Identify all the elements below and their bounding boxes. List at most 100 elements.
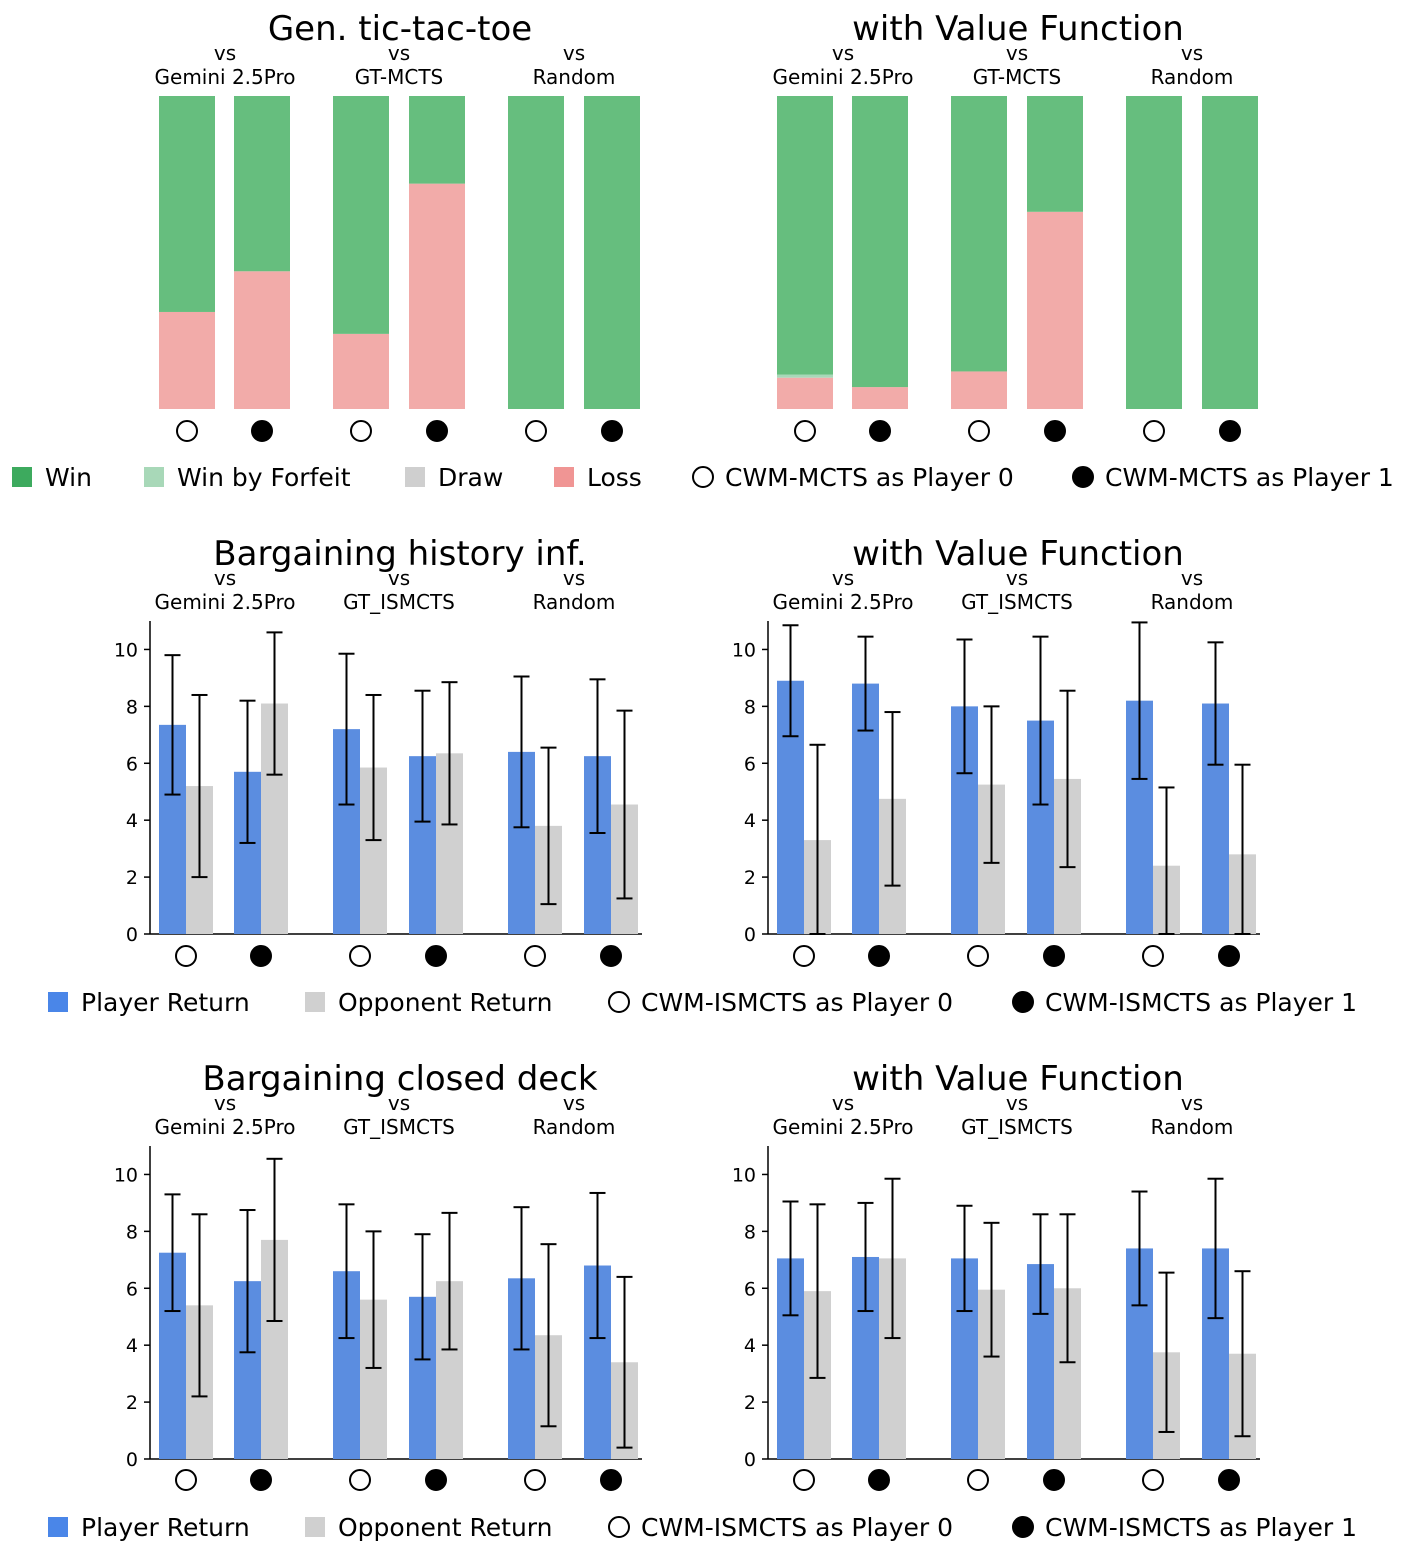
legend-swatch (144, 467, 164, 487)
group-vs-label: vs (563, 41, 585, 65)
player1-marker-icon (252, 421, 272, 441)
bar-loss (777, 378, 833, 409)
group-vs-label: vs (388, 41, 410, 65)
y-tick-label: 4 (744, 1335, 756, 1357)
player0-legend-icon (693, 467, 713, 487)
player1-marker-icon (1044, 1470, 1064, 1490)
group-vs-label: vs (388, 566, 410, 590)
player1-marker-icon (427, 421, 447, 441)
group-opponent-label: Random (1151, 65, 1234, 89)
group-vs-label: vs (388, 1091, 410, 1115)
legend-bargaining-closed: Player Return Opponent Return CWM-ISMCTS a… (48, 1513, 1357, 1542)
group-vs-label: vs (1181, 41, 1203, 65)
group-opponent-label: Gemini 2.5Pro (773, 65, 914, 89)
legend-swatch (12, 467, 32, 487)
legend-swatch (48, 992, 68, 1012)
legend-label: Player Return (81, 1513, 250, 1542)
y-tick-label: 6 (744, 753, 756, 775)
bar-loss (333, 334, 389, 409)
chart-panel-1: with Value FunctionvsGemini 2.5ProvsGT-M… (773, 9, 1258, 441)
group-opponent-label: Random (1151, 1115, 1234, 1139)
group-vs-label: vs (1181, 1091, 1203, 1115)
bar-win (234, 96, 290, 271)
player1-marker-icon (869, 946, 889, 966)
player1-marker-icon (1045, 421, 1065, 441)
bar-win (584, 96, 640, 409)
player0-marker-icon (525, 1470, 545, 1490)
player1-marker-icon (869, 1470, 889, 1490)
group-opponent-label: Gemini 2.5Pro (155, 1115, 296, 1139)
group-vs-label: vs (832, 1091, 854, 1115)
y-tick-label: 2 (126, 867, 138, 889)
legend-label: CWM-ISMCTS as Player 1 (1045, 1513, 1357, 1542)
legend-swatch (305, 1517, 325, 1537)
bar-win-forfeit (777, 375, 833, 378)
y-tick-label: 0 (126, 924, 138, 946)
player0-legend-icon (609, 992, 629, 1012)
legend-label: Win (45, 463, 92, 492)
group-opponent-label: GT_ISMCTS (961, 1115, 1073, 1139)
player1-marker-icon (870, 421, 890, 441)
y-tick-label: 8 (126, 1221, 138, 1243)
player0-marker-icon (351, 421, 371, 441)
player1-marker-icon (1220, 421, 1240, 441)
legend-swatch (554, 467, 574, 487)
group-opponent-label: Gemini 2.5Pro (155, 590, 296, 614)
group-vs-label: vs (1006, 1091, 1028, 1115)
y-tick-label: 4 (126, 810, 138, 832)
player0-marker-icon (1143, 946, 1163, 966)
player1-marker-icon (602, 421, 622, 441)
bar-loss (852, 387, 908, 409)
y-tick-label: 2 (126, 1392, 138, 1414)
player0-marker-icon (177, 421, 197, 441)
group-opponent-label: GT_ISMCTS (343, 1115, 455, 1139)
player0-marker-icon (795, 421, 815, 441)
player1-marker-icon (601, 1470, 621, 1490)
player1-marker-icon (251, 1470, 271, 1490)
legend-bargaining-history: Player Return Opponent Return CWM-ISMCTS a… (48, 988, 1357, 1017)
legend-tic-tac-toe: Win Win by Forfeit Draw Loss CWM-MCTS as Pla… (12, 463, 1394, 492)
legend-label: Player Return (81, 988, 250, 1017)
bar-loss (409, 184, 465, 409)
legend-label: Draw (438, 463, 503, 492)
y-tick-label: 0 (744, 924, 756, 946)
player0-marker-icon (794, 1470, 814, 1490)
legend-label: Opponent Return (338, 1513, 553, 1542)
legend-label: Loss (587, 463, 642, 492)
player0-marker-icon (1144, 421, 1164, 441)
y-tick-label: 10 (732, 639, 756, 661)
player0-marker-icon (176, 1470, 196, 1490)
group-opponent-label: GT_ISMCTS (343, 590, 455, 614)
chart-panel-3: with Value FunctionvsGemini 2.5ProvsGT_I… (732, 534, 1260, 966)
player0-marker-icon (968, 1470, 988, 1490)
player0-marker-icon (176, 946, 196, 966)
player0-marker-icon (350, 1470, 370, 1490)
group-opponent-label: GT_ISMCTS (961, 590, 1073, 614)
bar-win (1202, 96, 1258, 409)
y-tick-label: 10 (732, 1164, 756, 1186)
legend-label: CWM-ISMCTS as Player 1 (1045, 988, 1357, 1017)
player1-legend-icon (1013, 992, 1033, 1012)
player0-marker-icon (794, 946, 814, 966)
player0-marker-icon (969, 421, 989, 441)
player1-marker-icon (1044, 946, 1064, 966)
y-tick-label: 8 (126, 696, 138, 718)
group-opponent-label: Gemini 2.5Pro (773, 590, 914, 614)
player1-legend-icon (1073, 467, 1093, 487)
bar-loss (951, 371, 1007, 409)
player1-marker-icon (601, 946, 621, 966)
group-opponent-label: Random (533, 65, 616, 89)
bar-win (333, 96, 389, 334)
legend-label: Opponent Return (338, 988, 553, 1017)
legend-swatch (405, 467, 425, 487)
player0-legend-icon (609, 1517, 629, 1537)
bar-win (951, 96, 1007, 371)
y-tick-label: 10 (114, 1164, 138, 1186)
group-opponent-label: Gemini 2.5Pro (155, 65, 296, 89)
bar-win (508, 96, 564, 409)
legend-swatch (48, 1517, 68, 1537)
y-tick-label: 4 (126, 1335, 138, 1357)
